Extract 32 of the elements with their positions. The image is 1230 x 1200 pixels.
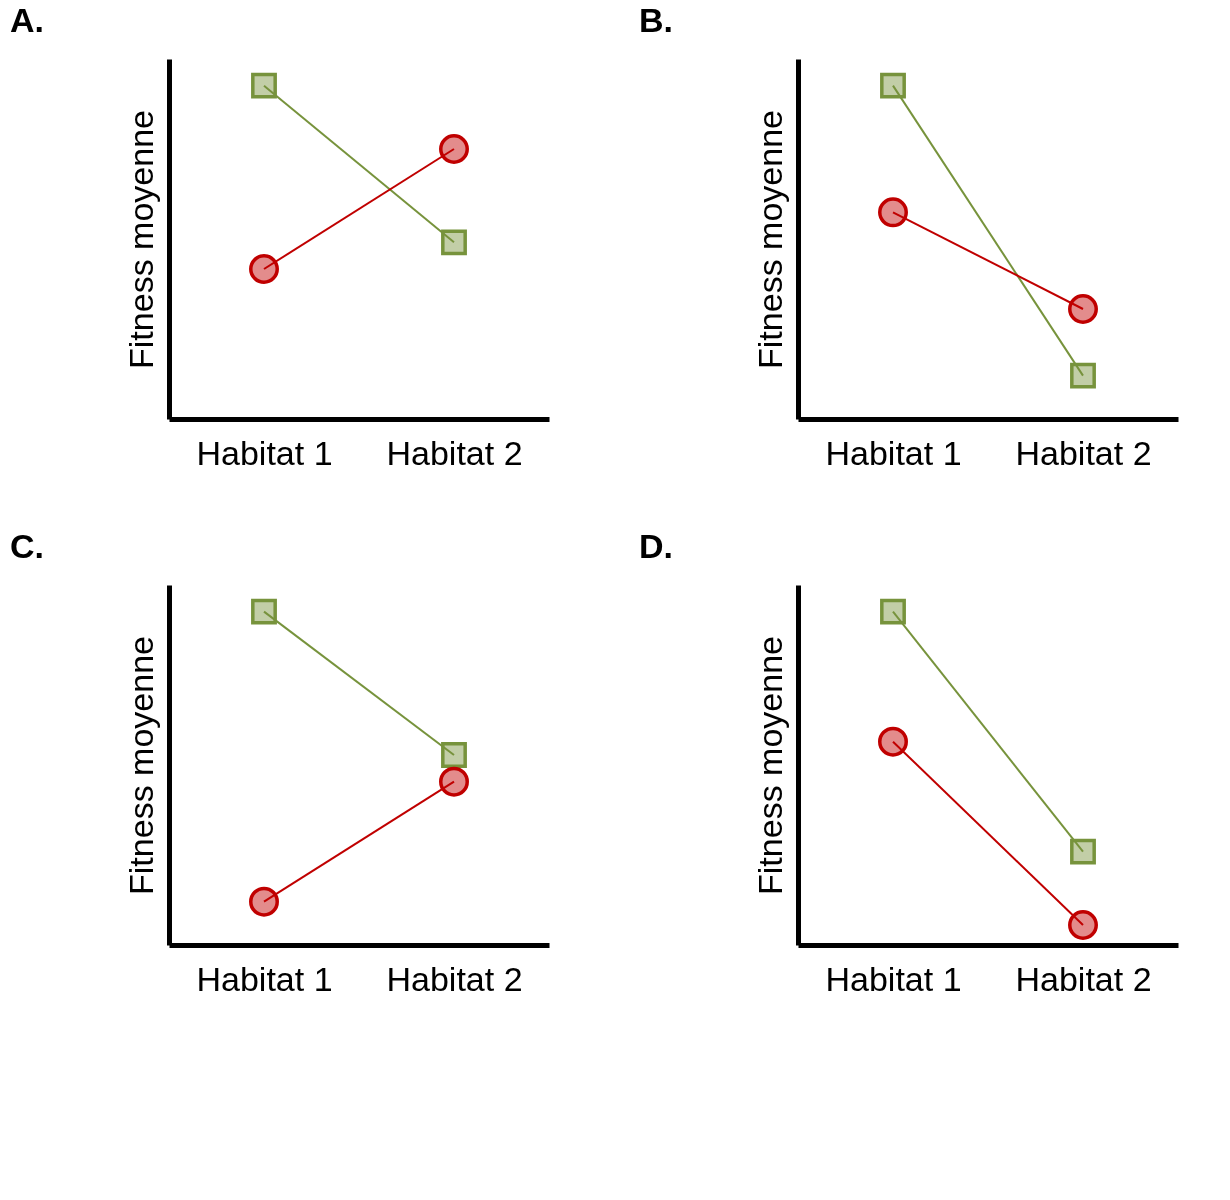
chart-title: D.	[639, 527, 673, 565]
chart-title: B.	[639, 1, 673, 39]
x-tick-label: Habitat 1	[825, 433, 962, 472]
point	[441, 742, 467, 768]
point	[249, 254, 279, 284]
x-tick-label: Habitat 2	[1015, 959, 1152, 998]
y-axis-title: Fitness moyenne	[750, 110, 789, 369]
x-tick-label: Habitat 1	[196, 433, 333, 472]
point	[880, 598, 906, 625]
x-tick-label: Habitat 2	[386, 433, 523, 472]
x-tick-label: Habitat 2	[1015, 433, 1152, 472]
point	[1070, 362, 1096, 389]
chart-title: A.	[10, 1, 44, 39]
y-axis-title: Fitness moyenne	[750, 636, 789, 895]
point	[878, 726, 908, 757]
point	[1068, 294, 1098, 324]
x-tick-label: Habitat 2	[386, 959, 523, 998]
point	[439, 134, 469, 164]
point	[251, 72, 277, 99]
point	[878, 197, 908, 228]
x-tick-label: Habitat 1	[825, 959, 962, 998]
point	[441, 229, 467, 256]
point	[1068, 910, 1098, 940]
point	[439, 766, 469, 797]
point	[1070, 838, 1096, 865]
y-axis-title: Fitness moyenne	[121, 636, 160, 895]
point	[251, 598, 277, 625]
y-axis-title: Fitness moyenne	[121, 110, 160, 369]
point	[880, 72, 906, 99]
chart-title: C.	[10, 527, 44, 565]
point	[249, 886, 279, 917]
x-tick-label: Habitat 1	[196, 959, 333, 998]
